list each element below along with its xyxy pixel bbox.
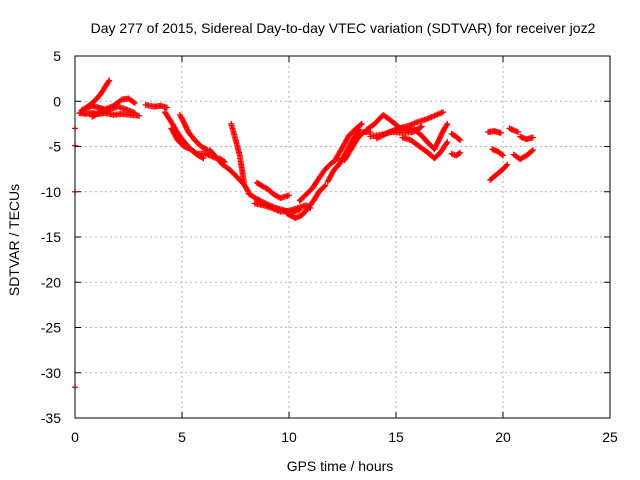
chart-title: Day 277 of 2015, Sidereal Day-to-day VTE… <box>91 20 596 36</box>
data-point <box>514 129 521 136</box>
plot-frame <box>74 55 611 419</box>
x-tick-label: 10 <box>281 429 297 445</box>
data-point <box>383 130 390 137</box>
data-point <box>358 120 365 127</box>
x-tick-label: 5 <box>178 429 186 445</box>
data-point <box>357 121 364 128</box>
x-tick-label: 25 <box>602 429 618 445</box>
data-point <box>500 152 506 159</box>
data-point <box>457 149 464 156</box>
y-tick-label: -20 <box>41 274 61 290</box>
y-tick-label: -30 <box>41 365 61 381</box>
x-tick-labels: 0 5 10 15 20 25 <box>71 429 618 445</box>
data-point <box>457 137 464 144</box>
data-point <box>528 148 535 155</box>
x-axis-label: GPS time / hours <box>287 458 394 474</box>
grid-lines <box>75 56 610 418</box>
y-tick-label: -10 <box>41 184 61 200</box>
y-tick-labels: 5 0 -5 -10 -15 -20 -25 -30 -35 <box>41 48 61 426</box>
data-point <box>136 112 143 119</box>
data-points <box>72 77 536 391</box>
data-point <box>380 131 387 138</box>
data-point <box>456 136 463 143</box>
data-point <box>444 138 451 145</box>
data-point <box>444 120 451 127</box>
data-point <box>322 182 329 189</box>
y-tick-label: -15 <box>41 229 61 245</box>
data-point <box>497 129 504 136</box>
data-point <box>375 134 382 141</box>
data-point <box>286 192 292 199</box>
y-tick-label: 5 <box>53 48 61 64</box>
data-point <box>96 109 103 116</box>
data-point <box>417 124 424 131</box>
data-point <box>131 100 138 107</box>
data-point <box>379 132 386 139</box>
data-point <box>418 123 425 130</box>
data-point <box>130 99 137 106</box>
data-point <box>376 133 383 140</box>
x-tick-label: 15 <box>388 429 404 445</box>
data-point <box>244 187 251 194</box>
data-point <box>508 126 515 133</box>
x-tick-label: 0 <box>71 429 79 445</box>
data-point <box>180 118 187 125</box>
data-point <box>498 151 505 158</box>
data-point <box>321 183 328 190</box>
y-tick-label: -35 <box>41 410 61 426</box>
data-point <box>377 133 384 140</box>
x-tick-label: 20 <box>495 429 511 445</box>
data-point <box>381 131 388 138</box>
y-tick-label: 0 <box>53 93 61 109</box>
data-point <box>192 149 199 156</box>
data-point <box>529 134 536 141</box>
data-point <box>200 155 207 162</box>
data-point <box>106 77 113 84</box>
y-tick-label: -25 <box>41 320 61 336</box>
data-point <box>203 146 210 153</box>
data-point <box>105 78 112 85</box>
y-axis-label: SDTVAR / TECUs <box>6 184 22 296</box>
data-point <box>131 110 138 117</box>
data-point <box>373 135 380 142</box>
y-tick-label: -5 <box>49 139 62 155</box>
data-point <box>164 104 171 111</box>
data-point <box>443 140 450 147</box>
data-point <box>456 150 463 157</box>
data-point <box>504 161 511 168</box>
data-point <box>529 147 536 154</box>
data-point <box>503 162 510 169</box>
data-point <box>440 109 447 116</box>
data-point <box>241 179 248 186</box>
data-point <box>443 122 450 129</box>
